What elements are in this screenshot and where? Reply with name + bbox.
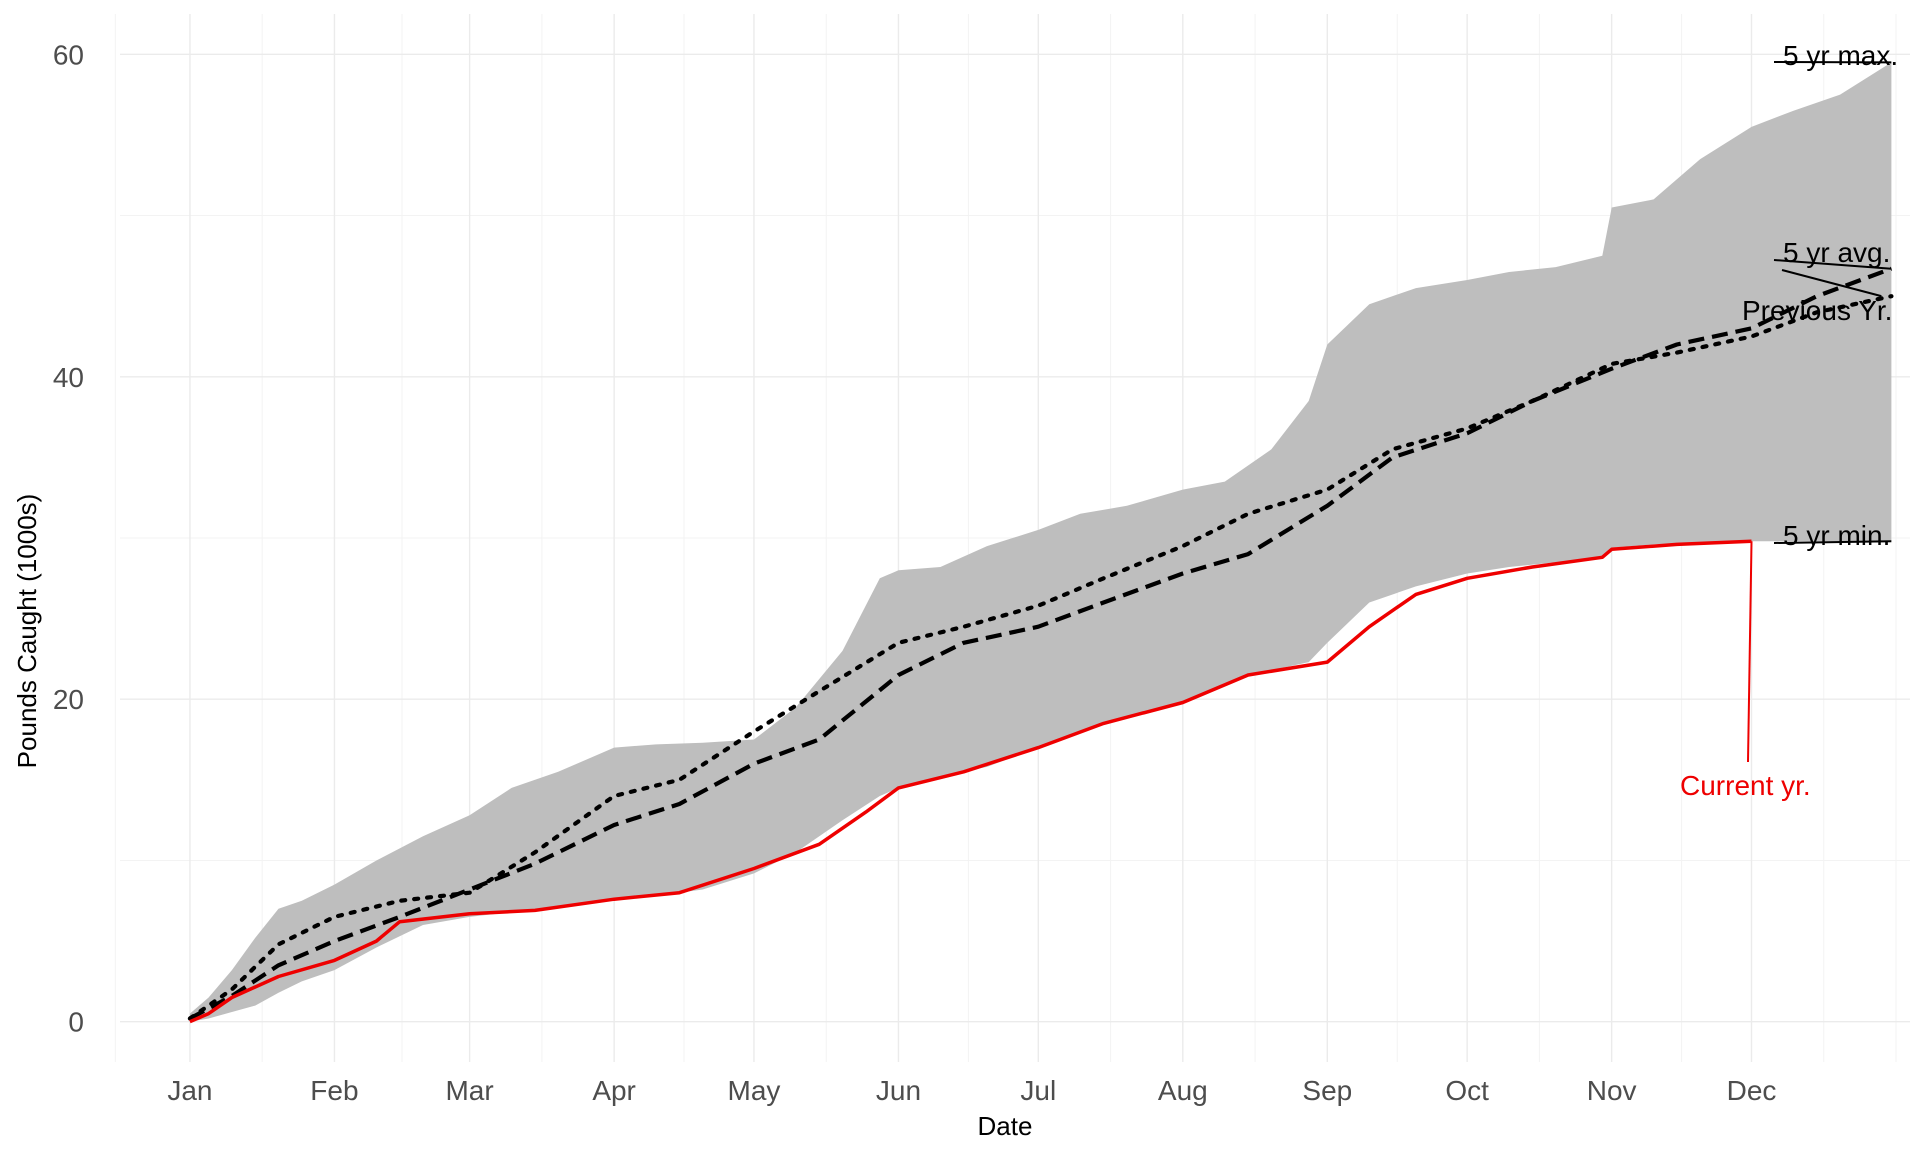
- y-tick-label: 60: [53, 39, 84, 70]
- annotation-label-previous-yr: Previous Yr.: [1742, 295, 1892, 326]
- line-annotations: 5 yr max. 5 yr avg. Previous Yr. 5 yr min. C…: [1680, 40, 1898, 801]
- x-tick-label: Jan: [167, 1075, 212, 1106]
- series-lines: [187, 266, 1894, 1024]
- x-tick-label: Oct: [1445, 1075, 1489, 1106]
- x-axis-title: Date: [978, 1111, 1033, 1141]
- y-tick-label: 20: [53, 684, 84, 715]
- x-tick-label: Apr: [592, 1075, 636, 1106]
- y-tick-label: 40: [53, 362, 84, 393]
- x-axis-tick-labels: Jan Feb Mar Apr May Jun Jul Aug Sep Oct Nov Dec: [167, 1075, 1776, 1106]
- series-line-current-yr: [189, 539, 1752, 1024]
- y-tick-label: 0: [68, 1007, 84, 1038]
- x-tick-label: Aug: [1158, 1075, 1208, 1106]
- ribbon-area: [189, 62, 1892, 1022]
- x-tick-label: Mar: [445, 1075, 493, 1106]
- annotation-label-current-yr: Current yr.: [1680, 770, 1811, 801]
- annotation-connector-5-yr-min: [1773, 540, 1892, 544]
- annotation-label-5-yr-avg: 5 yr avg.: [1783, 237, 1890, 268]
- annotation-connector-current-yr: [1747, 541, 1753, 763]
- y-axis-tick-labels: 0 20 40 60: [53, 39, 84, 1037]
- five-year-range-ribbon: [189, 62, 1892, 1022]
- annotation-connector-previous-yr: [1781, 269, 1882, 298]
- x-tick-label: Jul: [1020, 1075, 1056, 1106]
- x-tick-label: Jun: [876, 1075, 921, 1106]
- x-tick-label: Nov: [1587, 1075, 1637, 1106]
- annotation-label-5-yr-max: 5 yr max.: [1783, 40, 1898, 71]
- series-line-previous-yr: [187, 294, 1894, 1021]
- x-tick-label: May: [728, 1075, 781, 1106]
- x-tick-label: Sep: [1302, 1075, 1352, 1106]
- annotation-connector-5-yr-avg: [1773, 259, 1892, 270]
- annotation-label-5-yr-min: 5 yr min.: [1783, 520, 1890, 551]
- x-tick-label: Dec: [1727, 1075, 1777, 1106]
- y-axis-title: Pounds Caught (1000s): [12, 494, 42, 769]
- x-tick-label: Feb: [310, 1075, 358, 1106]
- series-line-5-yr-avg: [188, 266, 1893, 1021]
